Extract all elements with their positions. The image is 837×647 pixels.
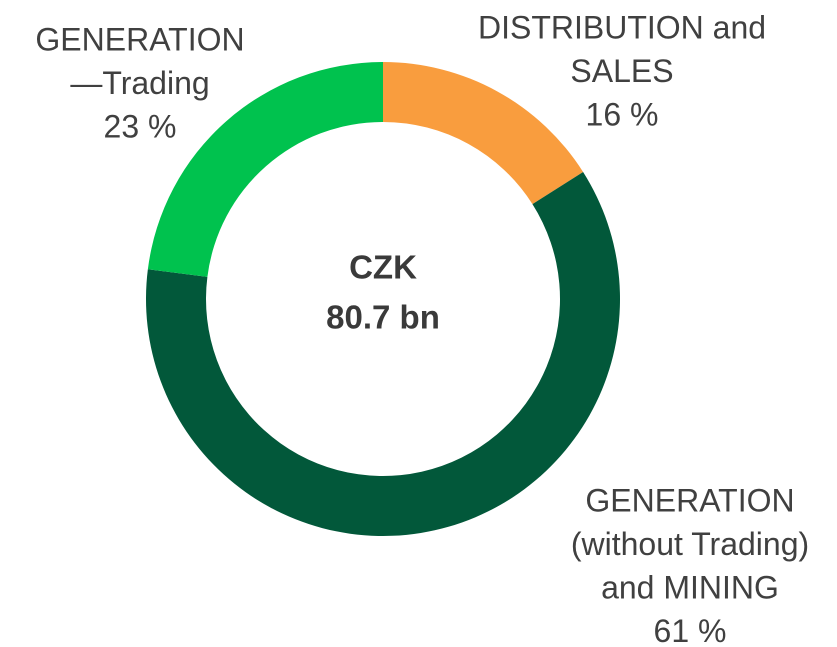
segment-label: GENERATION xyxy=(585,482,794,518)
value-label: 16 % xyxy=(586,96,659,132)
segment-label: and MINING xyxy=(601,569,779,605)
segment-label: (without Trading) xyxy=(571,526,809,562)
center-label: 80.7 bn xyxy=(326,299,440,336)
segment-label: DISTRIBUTION and xyxy=(478,9,766,45)
value-label: 61 % xyxy=(654,613,727,647)
donut-segment xyxy=(145,172,620,537)
segment-label: —Trading xyxy=(70,65,209,101)
value-label: 23 % xyxy=(104,108,177,144)
segment-label: SALES xyxy=(570,53,673,89)
donut-segment xyxy=(147,62,383,277)
donut-segment xyxy=(383,62,584,205)
segment-label: GENERATION xyxy=(35,21,244,57)
center-label: CZK xyxy=(349,249,417,286)
